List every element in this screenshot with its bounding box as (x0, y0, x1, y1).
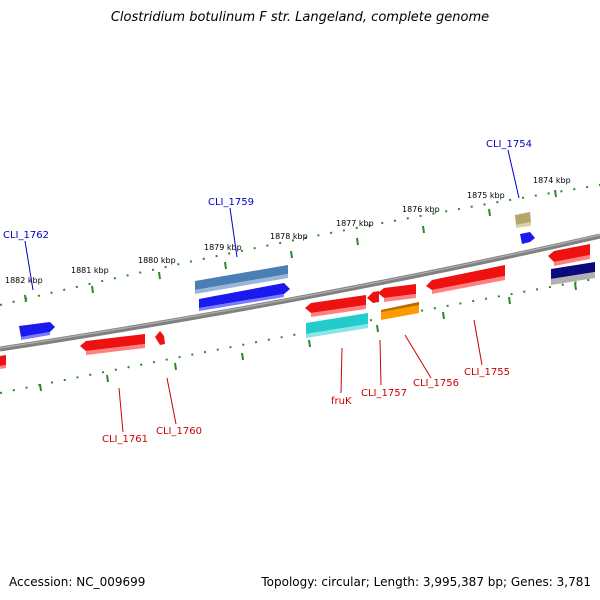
gene-red-1757[interactable] (378, 284, 416, 302)
gene-label-cli-1755: CLI_1755 (464, 367, 510, 378)
gene-red-frukA[interactable] (305, 295, 366, 317)
gene-label-cli-1754: CLI_1754 (486, 139, 532, 150)
ruler-label-1875: 1875 kbp (467, 191, 505, 200)
ruler-label-1880: 1880 kbp (138, 256, 176, 265)
gene-label-cli-1762: CLI_1762 (3, 230, 49, 241)
gene-label-fruk: fruK (331, 396, 352, 407)
map-title: Clostridium botulinum F str. Langeland, … (110, 10, 490, 25)
ruler-outer (0, 184, 600, 306)
ruler-label-1876: 1876 kbp (402, 205, 440, 214)
gene-blue-1754[interactable] (520, 232, 535, 244)
label-leaders (24, 149, 520, 433)
gene-label-cli-1757: CLI_1757 (361, 388, 407, 399)
gene-orange-1756[interactable] (381, 302, 419, 320)
gene-red-1761[interactable] (80, 334, 145, 355)
ruler-label-1877: 1877 kbp (336, 219, 374, 228)
ruler-label-1874: 1874 kbp (533, 176, 571, 185)
gene-red-left[interactable] (0, 355, 6, 369)
gene-khaki-1754[interactable] (515, 212, 531, 228)
gene-cyan-fruK[interactable] (306, 313, 368, 338)
gene-red-1755[interactable] (426, 265, 505, 294)
accession-text: Accession: NC_009699 (9, 575, 146, 589)
ruler-label-1882: 1882 kbp (5, 276, 43, 285)
genome-backbone (0, 233, 600, 352)
gene-red-small[interactable] (367, 291, 379, 303)
gene-label-cli-1756: CLI_1756 (413, 378, 459, 389)
gene-red-right[interactable] (548, 244, 590, 266)
gene-steelblue[interactable] (195, 265, 288, 294)
gene-label-cli-1760: CLI_1760 (156, 426, 202, 437)
gene-red-1760[interactable] (155, 331, 165, 345)
gene-blue-1762[interactable] (19, 322, 55, 340)
gene-label-cli-1759: CLI_1759 (208, 197, 254, 208)
ruler-major-ticks (24, 189, 577, 392)
ruler-label-1881: 1881 kbp (71, 266, 109, 275)
gene-navy-right[interactable] (551, 262, 595, 285)
ruler-label-1878: 1878 kbp (270, 232, 308, 241)
ruler-label-1879: 1879 kbp (204, 243, 242, 252)
gene-blue-1759[interactable] (199, 283, 290, 311)
gene-label-cli-1761: CLI_1761 (102, 434, 148, 445)
topology-text: Topology: circular; Length: 3,995,387 bp… (261, 575, 591, 589)
